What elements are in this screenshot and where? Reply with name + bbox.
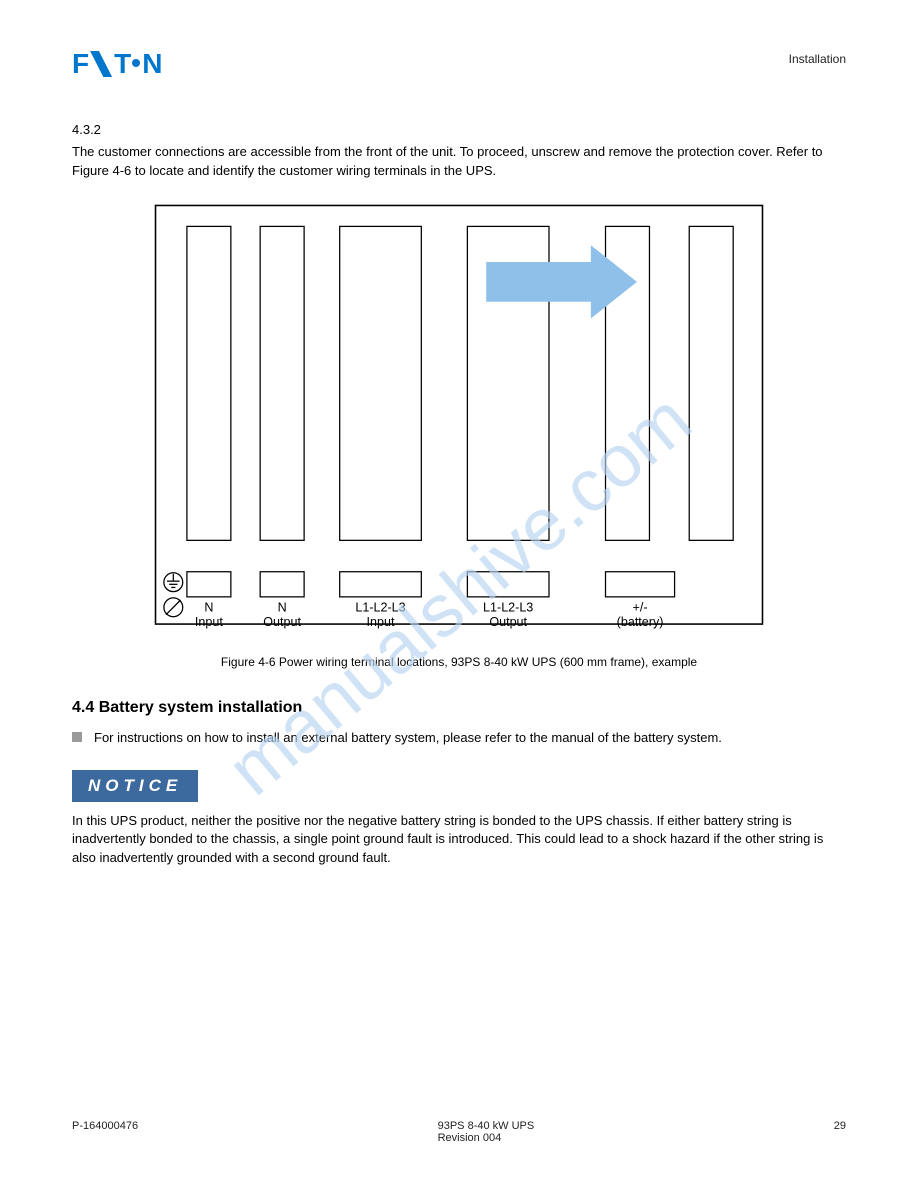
svg-text:N: N [278,600,287,614]
footer-doc-id: P-164000476 [72,1120,138,1144]
logo-colon-top [90,51,112,77]
logo-dot-icon [132,59,140,67]
svg-text:+/-: +/- [633,600,648,614]
svg-text:N: N [204,600,213,614]
intro-paragraph: The customer connections are accessible … [72,143,846,181]
figure-container: NInputNOutputL1-L2-L3InputL1-L2-L3Output… [72,195,846,669]
footer-center: 93PS 8-40 kW UPS Revision 004 [438,1120,535,1144]
square-bullet-icon [72,732,82,742]
footer-revision: Revision 004 [438,1132,502,1144]
bullet-list-item: For instructions on how to install an ex… [72,729,846,748]
svg-text:Input: Input [367,615,395,629]
bullet-text: For instructions on how to install an ex… [94,729,722,748]
wiring-diagram: NInputNOutputL1-L2-L3InputL1-L2-L3Output… [139,195,779,645]
logo-letter: T [114,48,130,80]
footer-page-number: 29 [834,1120,846,1144]
section-number: 4.3.2 [72,122,846,137]
notice-paragraph: In this UPS product, neither the positiv… [72,812,846,869]
subsection-title: 4.4 Battery system installation [72,699,846,717]
notice-label: NOTICE [72,770,198,802]
page-header-section: Installation [789,52,846,66]
svg-text:L1-L2-L3: L1-L2-L3 [355,600,405,614]
svg-text:Input: Input [195,615,223,629]
svg-text:(battery): (battery) [617,615,664,629]
brand-logo: FTN [72,48,161,80]
logo-letter: F [72,48,88,80]
svg-text:Output: Output [489,615,527,629]
page: FTN Installation manualshive.com 4.3.2 T… [0,0,918,1188]
page-footer: P-164000476 93PS 8-40 kW UPS Revision 00… [72,1120,846,1144]
footer-title: 93PS 8-40 kW UPS [438,1120,535,1132]
figure-caption: Figure 4-6 Power wiring terminal locatio… [72,655,846,669]
logo-letter: N [142,48,161,80]
svg-text:Output: Output [263,615,301,629]
svg-text:L1-L2-L3: L1-L2-L3 [483,600,533,614]
